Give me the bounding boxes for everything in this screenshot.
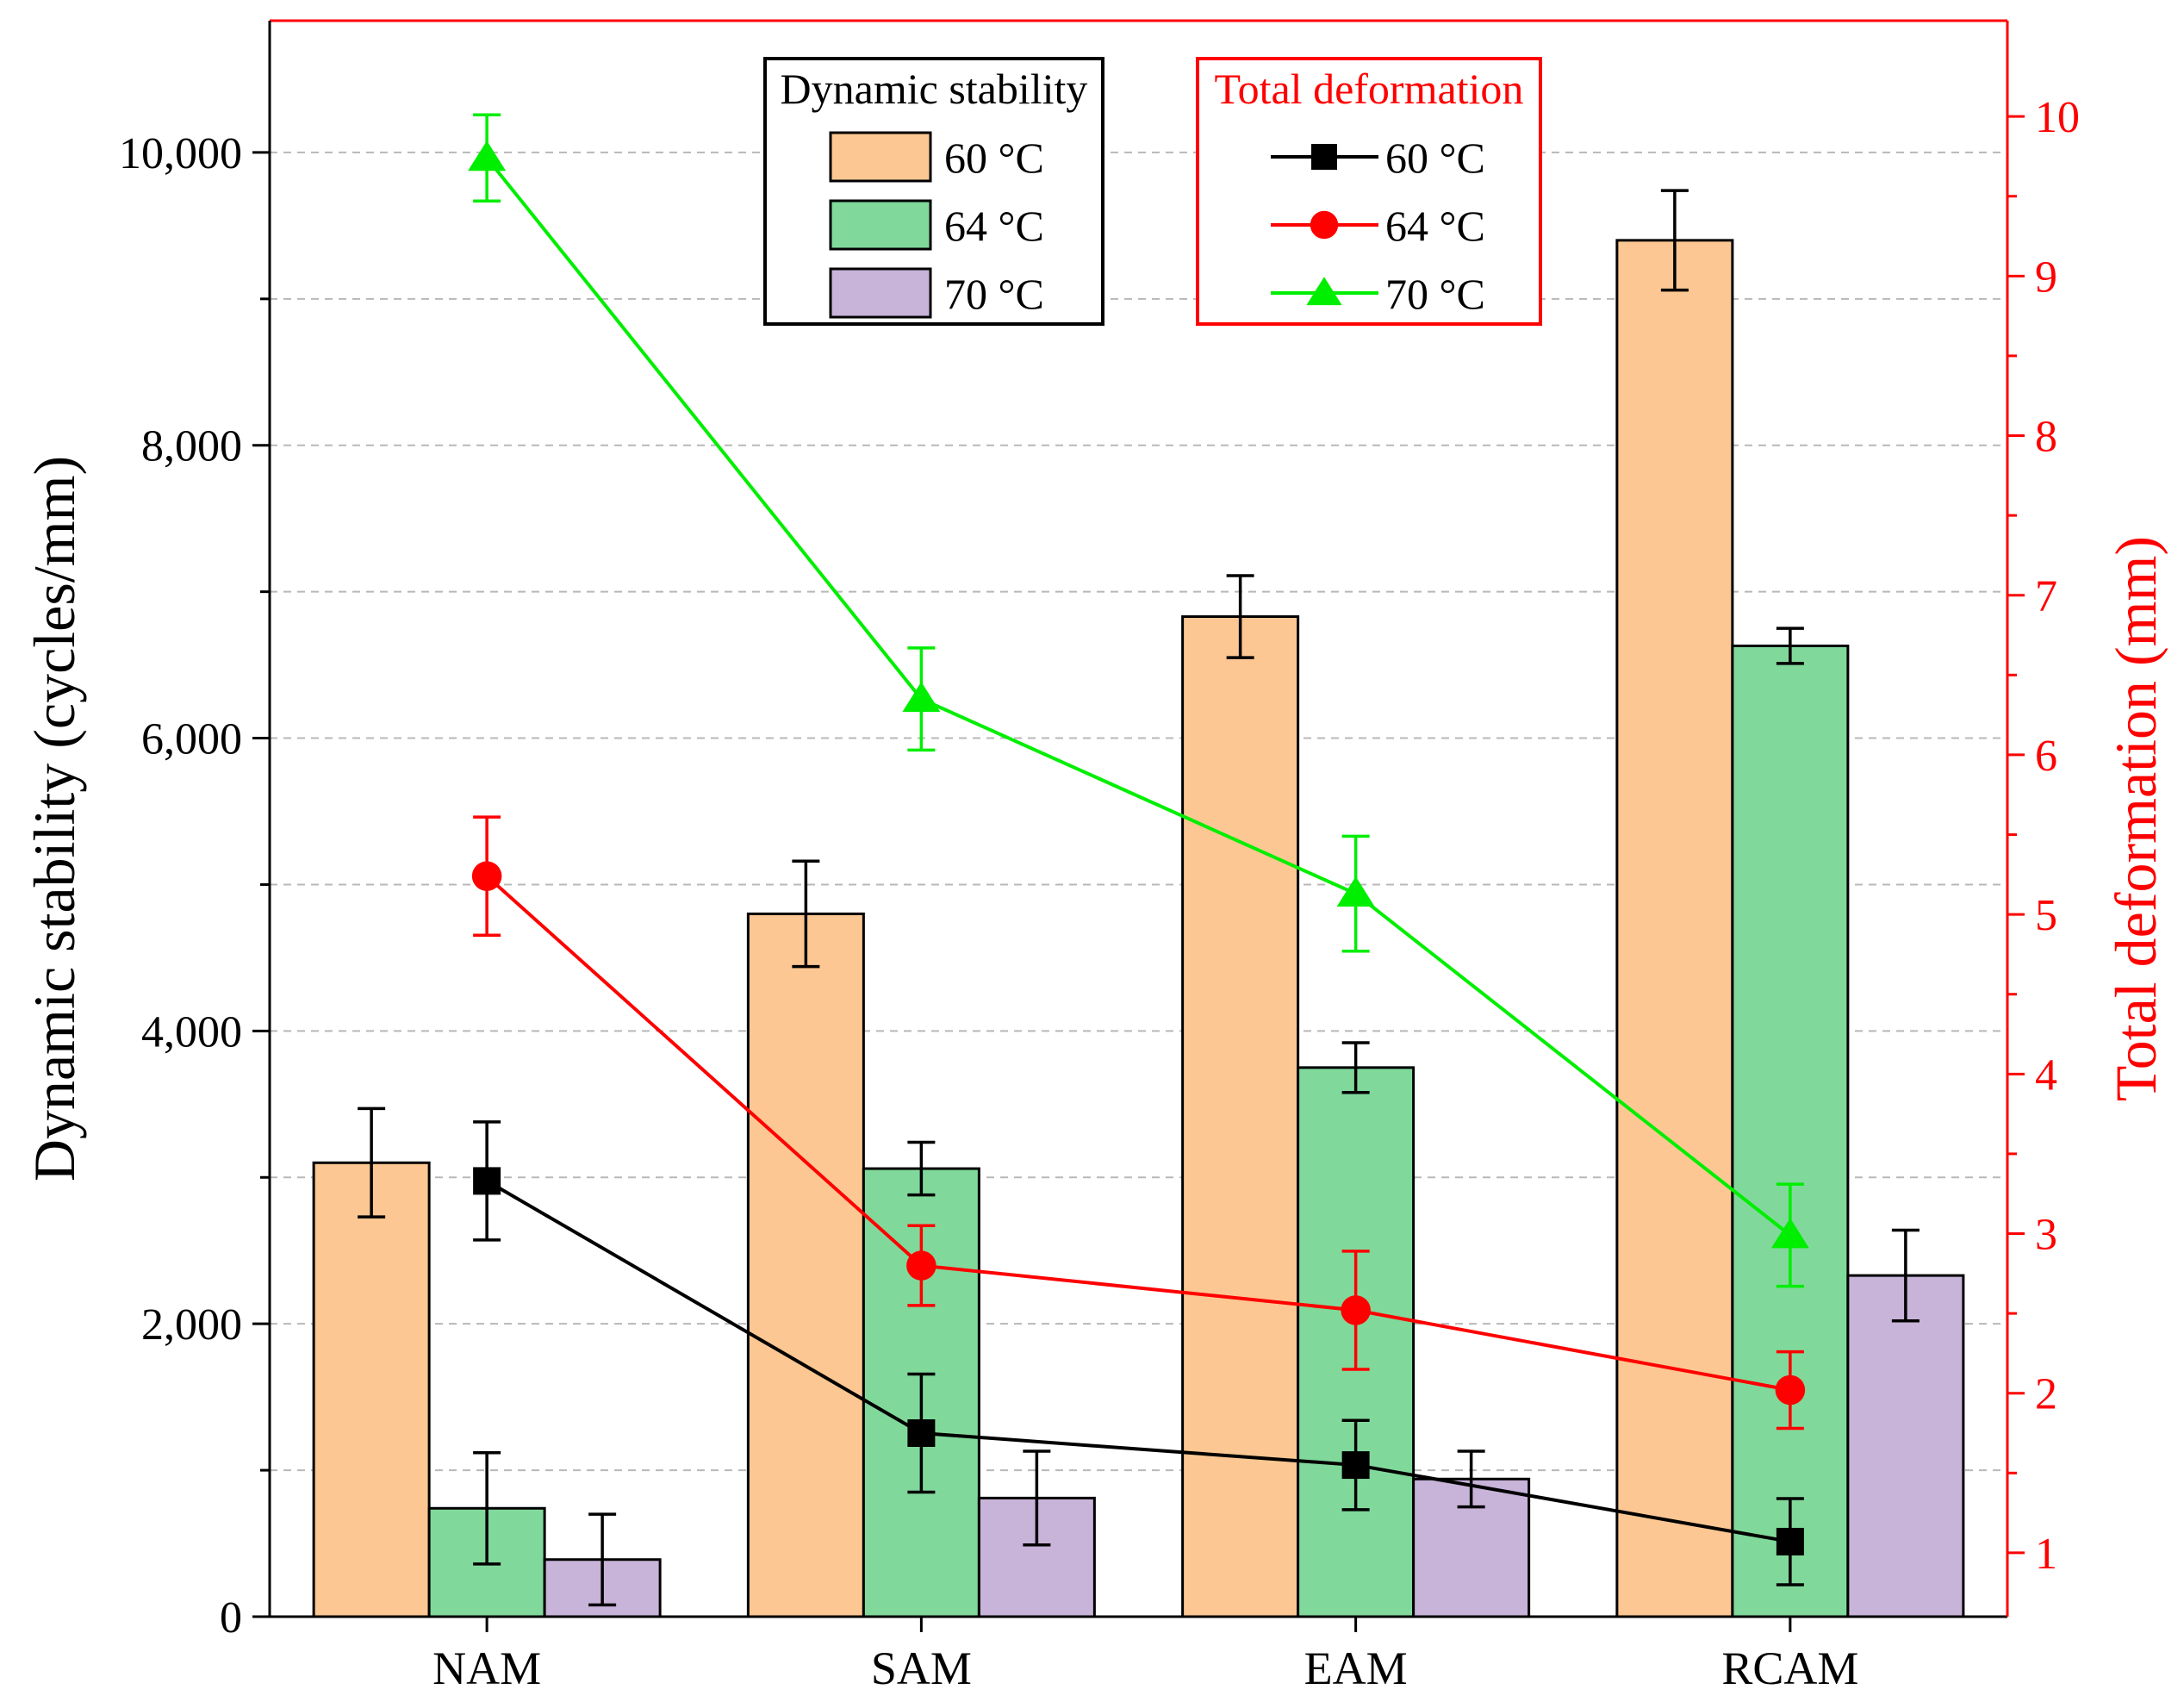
line-point <box>1770 1218 1809 1249</box>
bar <box>746 912 865 1618</box>
ticks: 0 2,000 4,000 6,000 8,000 10,000 1 2 3 4 5 6 7 8 9 10 NA… <box>119 93 2080 1694</box>
line-point <box>471 861 502 891</box>
bar <box>1615 239 1734 1618</box>
y2-tick-label: 1 <box>2035 1530 2057 1579</box>
y-tick-label: 4,000 <box>141 1007 242 1057</box>
line-point <box>473 1167 501 1195</box>
line-point <box>468 140 507 171</box>
legend-marker <box>1311 144 1337 170</box>
legend-label: 64 °C <box>1385 202 1485 250</box>
y-tick-label: 6,000 <box>141 715 242 764</box>
y2-axis-label: Total deformation (mm) <box>2103 536 2168 1101</box>
legend-total-deformation: Total deformation 60 °C 64 °C 70 °C <box>1196 57 1542 326</box>
legend-label: 60 °C <box>944 134 1044 182</box>
y2-tick-label: 9 <box>2035 252 2057 302</box>
y2-tick-label: 3 <box>2035 1211 2057 1260</box>
line-point <box>1336 876 1375 907</box>
y2-tick-label: 10 <box>2035 93 2080 142</box>
line-point <box>906 1250 936 1281</box>
deformation-line <box>485 157 1792 1237</box>
axes <box>268 19 2009 1618</box>
y-tick-label: 8,000 <box>141 422 242 471</box>
y-tick-label: 2,000 <box>141 1300 242 1350</box>
legend-label: 64 °C <box>944 202 1044 250</box>
bars <box>312 189 1965 1618</box>
legend-marker <box>1306 277 1342 306</box>
legend-swatch <box>829 267 932 319</box>
legend-lines-frame <box>1196 57 1542 326</box>
line-point <box>907 1419 936 1448</box>
legend-label: 60 °C <box>1385 134 1485 182</box>
bar <box>1846 1274 1965 1618</box>
legend-bars-title: Dynamic stability <box>781 65 1088 113</box>
x-tick-label: RCAM <box>1721 1643 1858 1694</box>
y2-tick-label: 7 <box>2035 572 2057 621</box>
legend-swatch <box>829 199 932 251</box>
bar <box>312 1161 431 1618</box>
legend-marker <box>1310 210 1339 240</box>
legend-bars-frame <box>763 57 1104 326</box>
deformation-lines <box>468 113 1809 1586</box>
legend-lines-title: Total deformation <box>1215 65 1524 113</box>
legend-label: 70 °C <box>1385 270 1485 318</box>
y-tick-label: 10,000 <box>119 129 242 178</box>
y2-tick-label: 8 <box>2035 413 2057 462</box>
line-point <box>902 682 941 713</box>
y2-tick-label: 6 <box>2035 732 2057 781</box>
y2-tick-label: 4 <box>2035 1050 2057 1100</box>
y-axis-label: Dynamic stability (cycles/mm) <box>22 456 87 1181</box>
legend-dynamic-stability: Dynamic stability 60 °C 64 °C 70 °C <box>763 57 1104 326</box>
line-point <box>1341 1295 1371 1325</box>
y2-tick-label: 5 <box>2035 891 2057 940</box>
legend-swatch <box>829 131 932 183</box>
bar <box>1181 615 1300 1618</box>
y2-tick-label: 2 <box>2035 1370 2057 1419</box>
line-point <box>1775 1375 1806 1406</box>
x-tick-label: SAM <box>871 1643 972 1694</box>
y-tick-label: 0 <box>220 1593 242 1643</box>
x-tick-label: NAM <box>432 1643 541 1694</box>
line-point <box>1341 1451 1370 1480</box>
x-tick-label: EAM <box>1304 1643 1408 1694</box>
deformation-line <box>485 875 1791 1392</box>
bar <box>1731 645 1850 1618</box>
line-point <box>1776 1527 1804 1555</box>
deformation-line <box>486 1179 1791 1543</box>
legend-label: 70 °C <box>944 270 1044 318</box>
